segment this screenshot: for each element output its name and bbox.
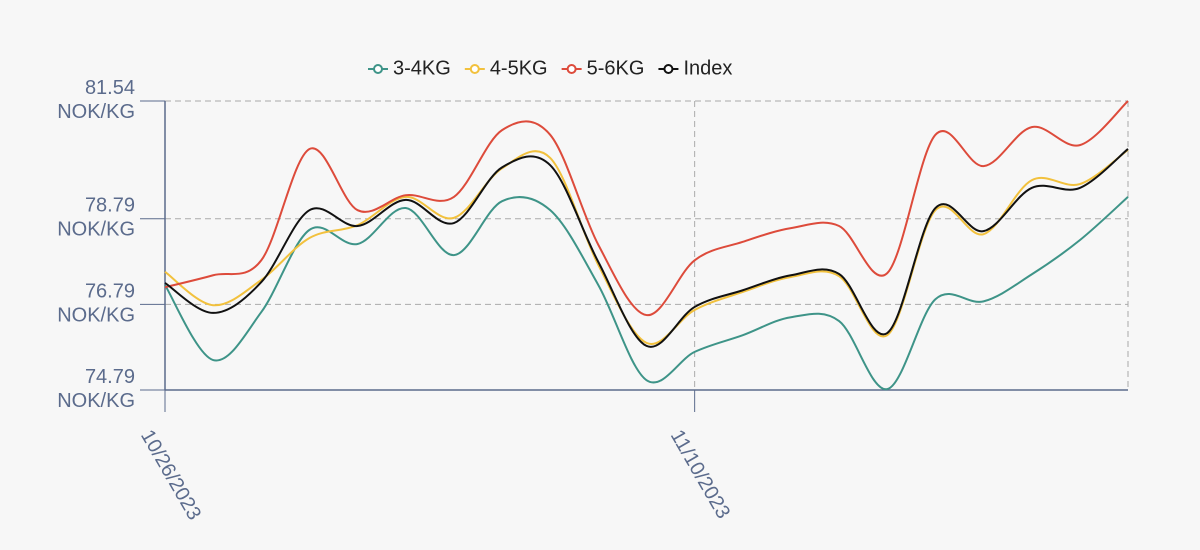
- legend-marker: [469, 64, 480, 74]
- legend-marker: [373, 64, 383, 74]
- legend-label: 3-4KG: [393, 57, 451, 79]
- series-line: [164, 148, 1129, 346]
- series-line: [164, 148, 1129, 348]
- y-tick-label: 78.79 NOK/KG: [57, 195, 135, 241]
- legend-marker: [566, 64, 577, 74]
- legend-label: Index: [683, 57, 732, 79]
- series-line: [164, 100, 1129, 317]
- x-tick-label: 11/10/2023: [666, 426, 734, 522]
- x-tick-label: 10/26/2023: [136, 426, 205, 524]
- legend: 3-4KG 4-5KG 5-6KG Index: [368, 57, 732, 79]
- series-line: [164, 196, 1129, 391]
- legend-label: 4-5KG: [490, 57, 548, 79]
- y-tick-label: 76.79 NOK/KG: [57, 281, 135, 327]
- legend-marker: [663, 64, 674, 74]
- y-tick-label: 81.54 NOK/KG: [57, 77, 135, 123]
- legend-label: 5-6KG: [587, 57, 645, 79]
- y-tick-label: 74.79 NOK/KG: [57, 366, 135, 412]
